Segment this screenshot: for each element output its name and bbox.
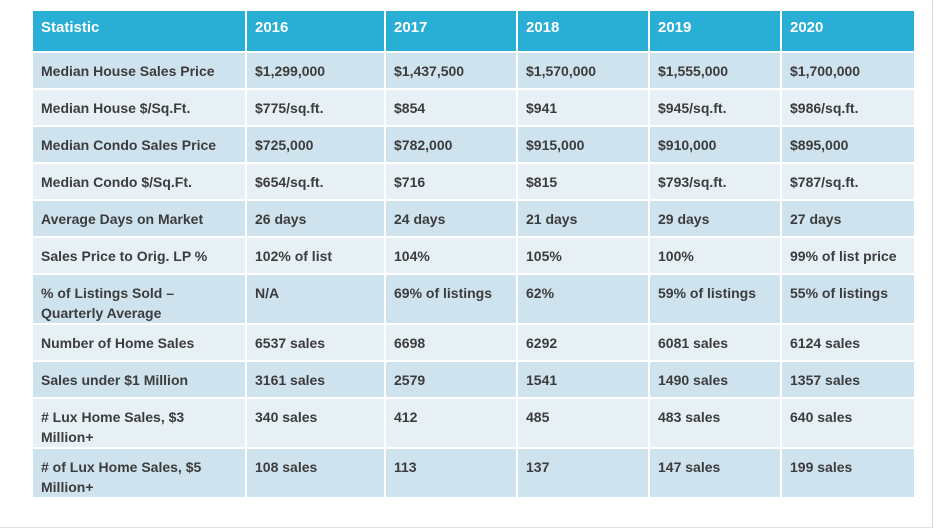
table-cell: $1,555,000	[650, 53, 782, 90]
table-cell: 102% of list	[247, 238, 386, 275]
table-row: % of Listings Sold – Quarterly Average N…	[33, 275, 914, 325]
table-cell: 55% of listings	[782, 275, 914, 325]
table-cell: $782,000	[386, 127, 518, 164]
table-cell: $945/sq.ft.	[650, 90, 782, 127]
table-cell: 29 days	[650, 201, 782, 238]
table-header-row: Statistic 2016 2017 2018 2019 2020	[33, 11, 914, 53]
row-label: Median Condo $/Sq.Ft.	[33, 164, 247, 201]
table-cell: $915,000	[518, 127, 650, 164]
table-cell: 24 days	[386, 201, 518, 238]
table-row: Median House Sales Price $1,299,000 $1,4…	[33, 53, 914, 90]
table-cell: 6698	[386, 325, 518, 362]
table-row: Number of Home Sales 6537 sales 6698 629…	[33, 325, 914, 362]
row-label: Sales under $1 Million	[33, 362, 247, 399]
table-cell: $793/sq.ft.	[650, 164, 782, 201]
table-row: Median Condo Sales Price $725,000 $782,0…	[33, 127, 914, 164]
table-row: Average Days on Market 26 days 24 days 2…	[33, 201, 914, 238]
row-label: # Lux Home Sales, $3 Million+	[33, 399, 247, 449]
statistics-table: Statistic 2016 2017 2018 2019 2020 Media…	[33, 11, 914, 497]
table-cell: 412	[386, 399, 518, 449]
table-row: Median House $/Sq.Ft. $775/sq.ft. $854 $…	[33, 90, 914, 127]
header-cell-2016: 2016	[247, 11, 386, 53]
table-row: # Lux Home Sales, $3 Million+ 340 sales …	[33, 399, 914, 449]
header-cell-statistic: Statistic	[33, 11, 247, 53]
table-cell: $775/sq.ft.	[247, 90, 386, 127]
table-row: Sales Price to Orig. LP % 102% of list 1…	[33, 238, 914, 275]
table-cell: 199 sales	[782, 449, 914, 497]
table-cell: $815	[518, 164, 650, 201]
table-cell: $1,700,000	[782, 53, 914, 90]
table-cell: 1490 sales	[650, 362, 782, 399]
table-cell: $1,570,000	[518, 53, 650, 90]
header-cell-2017: 2017	[386, 11, 518, 53]
table-cell: $787/sq.ft.	[782, 164, 914, 201]
table-cell: 3161 sales	[247, 362, 386, 399]
table-cell: 640 sales	[782, 399, 914, 449]
table-cell: $725,000	[247, 127, 386, 164]
table-cell: 26 days	[247, 201, 386, 238]
table-cell: 6292	[518, 325, 650, 362]
header-cell-2019: 2019	[650, 11, 782, 53]
table-cell: $854	[386, 90, 518, 127]
table-cell: 113	[386, 449, 518, 497]
table-cell: 6124 sales	[782, 325, 914, 362]
table-row: Median Condo $/Sq.Ft. $654/sq.ft. $716 $…	[33, 164, 914, 201]
table-row: Sales under $1 Million 3161 sales 2579 1…	[33, 362, 914, 399]
row-label: Median Condo Sales Price	[33, 127, 247, 164]
header-cell-2018: 2018	[518, 11, 650, 53]
table-cell: 69% of listings	[386, 275, 518, 325]
table-cell: 147 sales	[650, 449, 782, 497]
table-cell: $895,000	[782, 127, 914, 164]
table-cell: $716	[386, 164, 518, 201]
table-cell: 340 sales	[247, 399, 386, 449]
row-label: Median House $/Sq.Ft.	[33, 90, 247, 127]
table-cell: 59% of listings	[650, 275, 782, 325]
row-label: Number of Home Sales	[33, 325, 247, 362]
table-cell: 105%	[518, 238, 650, 275]
row-label: Sales Price to Orig. LP %	[33, 238, 247, 275]
table-cell: 99% of list price	[782, 238, 914, 275]
table-cell: N/A	[247, 275, 386, 325]
table-cell: 62%	[518, 275, 650, 325]
table-cell: 1541	[518, 362, 650, 399]
row-label: # of Lux Home Sales, $5 Million+	[33, 449, 247, 497]
table-cell: 137	[518, 449, 650, 497]
table-cell: 108 sales	[247, 449, 386, 497]
table-cell: 27 days	[782, 201, 914, 238]
row-label: Average Days on Market	[33, 201, 247, 238]
table-cell: $1,299,000	[247, 53, 386, 90]
table-cell: 2579	[386, 362, 518, 399]
table-cell: 1357 sales	[782, 362, 914, 399]
table-cell: $941	[518, 90, 650, 127]
table-cell: 6537 sales	[247, 325, 386, 362]
table-cell: $910,000	[650, 127, 782, 164]
table-cell: 485	[518, 399, 650, 449]
header-cell-2020: 2020	[782, 11, 914, 53]
table-cell: $1,437,500	[386, 53, 518, 90]
table-cell: 104%	[386, 238, 518, 275]
table-cell: $986/sq.ft.	[782, 90, 914, 127]
table-row: # of Lux Home Sales, $5 Million+ 108 sal…	[33, 449, 914, 497]
table-cell: 100%	[650, 238, 782, 275]
table-cell: 6081 sales	[650, 325, 782, 362]
row-label: % of Listings Sold – Quarterly Average	[33, 275, 247, 325]
table-cell: $654/sq.ft.	[247, 164, 386, 201]
table-cell: 483 sales	[650, 399, 782, 449]
table-cell: 21 days	[518, 201, 650, 238]
row-label: Median House Sales Price	[33, 53, 247, 90]
